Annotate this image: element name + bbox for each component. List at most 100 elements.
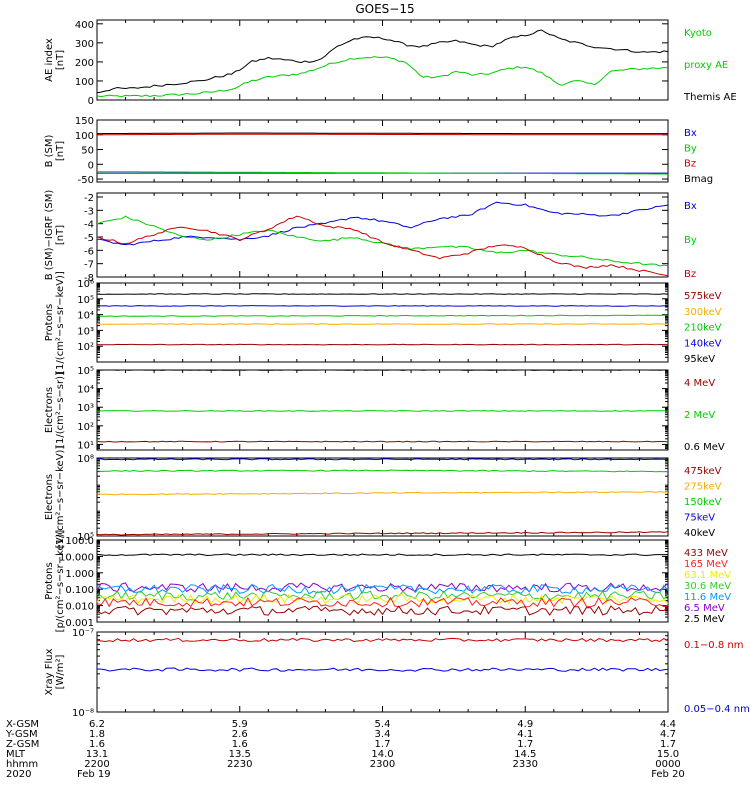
- panel-frame: [97, 283, 668, 362]
- panel-frame: [97, 632, 668, 712]
- series-line: [97, 216, 668, 266]
- y-tick-label: -50: [78, 175, 94, 186]
- series-line: [97, 668, 668, 671]
- series-line: [97, 492, 668, 495]
- legend-entry: 433 MeV: [684, 548, 728, 559]
- series-line: [97, 470, 668, 472]
- footer-value: Feb 19: [77, 769, 111, 780]
- footer: X-GSMY-GSMZ-GSMMLThhmm20206.21.81.613.12…: [5, 719, 685, 780]
- series-line: [97, 583, 668, 592]
- y-axis-label-line: [nT]: [55, 50, 66, 70]
- panel-frame: [97, 540, 668, 622]
- series-line: [97, 411, 668, 412]
- y-tick-label: 100: [75, 77, 94, 88]
- legend-entry: 0.1−0.8 nm: [684, 640, 743, 651]
- legend-entry: proxy AE: [684, 60, 728, 71]
- y-axis-label: B (SM)[nT]: [44, 134, 66, 167]
- y-axis-label: B (SM)−IGRF (SM)[nT]: [44, 190, 66, 281]
- legend-entry: 6.5 MeV: [684, 603, 725, 614]
- panel-frame: [97, 458, 668, 536]
- y-tick-label: 10⁻⁷: [72, 628, 94, 639]
- y-tick-label: 0.010: [65, 602, 94, 613]
- y-tick-label: 10⁶: [77, 279, 94, 290]
- plot-title: GOES−15: [355, 2, 414, 16]
- series-line: [97, 324, 668, 325]
- y-tick-label: 10¹: [77, 440, 94, 451]
- y-tick-label: 50: [81, 146, 94, 157]
- legend-entry: Bz: [684, 269, 696, 280]
- y-tick-label: -5: [84, 233, 94, 244]
- y-tick-label: 100: [75, 131, 94, 142]
- legend-entry: By: [684, 235, 697, 246]
- y-axis-label-line: Xray Flux: [44, 648, 55, 695]
- series-line: [97, 133, 668, 134]
- y-tick-label: -3: [84, 206, 94, 217]
- y-axis-label: Protons[p/(cm²−s−sr−keV)]: [44, 530, 66, 633]
- series-line: [97, 134, 668, 135]
- legend-entry: 75keV: [684, 513, 715, 524]
- legend-entry: Bx: [684, 201, 697, 212]
- y-tick-label: -4: [84, 220, 94, 231]
- legend-entry: Bx: [684, 128, 697, 139]
- y-tick-label: 100.0: [65, 536, 94, 547]
- y-axis-label: Electrons[1/(cm²−s−sr)]: [44, 372, 66, 448]
- y-axis-label-line: Electrons: [44, 474, 55, 520]
- y-axis-label-line: [nT]: [55, 225, 66, 245]
- y-tick-label: 0: [88, 160, 94, 171]
- y-tick-label: 10⁴: [77, 385, 94, 396]
- legend-entry: 300keV: [684, 307, 722, 318]
- panel-7: 0.0010.0100.1001.00010.000100.0Protons[p…: [44, 530, 731, 633]
- y-tick-label: 150: [75, 116, 94, 127]
- y-tick-label: 10³: [77, 326, 94, 337]
- y-tick-label: 400: [75, 20, 94, 31]
- legend-entry: 63.1 MeV: [684, 570, 731, 581]
- y-tick-label: -2: [84, 193, 94, 204]
- y-axis-label: Protons[1/(cm²−s−sr−keV)]: [44, 271, 66, 374]
- y-tick-label: 10³: [77, 403, 94, 414]
- y-axis-label-line: Protons: [44, 562, 55, 599]
- legend-entry: 30.6 MeV: [684, 581, 731, 592]
- legend-entry: 2.5 MeV: [684, 614, 725, 625]
- y-tick-label: -7: [84, 260, 94, 271]
- y-tick-label: 200: [75, 58, 94, 69]
- legend-entry: Kyoto: [684, 28, 712, 39]
- footer-row-label: 2020: [6, 769, 31, 780]
- series-line: [97, 216, 668, 276]
- y-axis-label-line: [1/(cm²−s−sr)]: [55, 372, 66, 448]
- legend-entry: 475keV: [684, 466, 722, 477]
- legend-entry: 95keV: [684, 354, 715, 365]
- y-tick-label: 10⁴: [77, 311, 94, 322]
- legend-entry: 275keV: [684, 482, 722, 493]
- footer-value: Feb 20: [651, 769, 685, 780]
- panel-frame: [97, 20, 668, 100]
- panel-4: 10² 10³ 10⁴ 10⁵ 10⁶ Protons[1/(cm²−s−sr−keV)]…: [44, 271, 722, 374]
- y-tick-label: 10²: [77, 422, 94, 433]
- y-tick-label: 10⁵: [77, 366, 94, 377]
- legend-entry: 575keV: [684, 291, 722, 302]
- footer-value: 2330: [513, 759, 538, 770]
- legend-entry: 4 MeV: [684, 378, 715, 389]
- y-axis-label-line: AE index: [44, 38, 55, 82]
- y-tick-label: -6: [84, 246, 94, 257]
- series-line: [97, 306, 668, 307]
- series-line: [97, 294, 668, 295]
- legend-entry: Themis AE: [683, 92, 737, 103]
- series-line: [97, 315, 668, 316]
- y-tick-label: 10⁵: [77, 295, 94, 306]
- y-axis-label: Xray Flux[W/m²]: [44, 648, 66, 695]
- y-tick-label: 300: [75, 39, 94, 50]
- y-tick-label: 10²: [77, 342, 94, 353]
- series-line: [97, 344, 668, 345]
- legend-entry: 210keV: [684, 323, 722, 334]
- y-tick-label: 10⁸: [77, 454, 94, 465]
- panel-6: 10⁵10⁸Electrons[1/(cm²−s−sr−keV)]475keV2…: [44, 446, 722, 549]
- y-axis-label-line: [W/m²]: [55, 654, 66, 689]
- legend-entry: 0.05−0.4 nm: [684, 704, 750, 715]
- series-line: [97, 554, 668, 556]
- y-tick-label: 0.100: [65, 585, 94, 596]
